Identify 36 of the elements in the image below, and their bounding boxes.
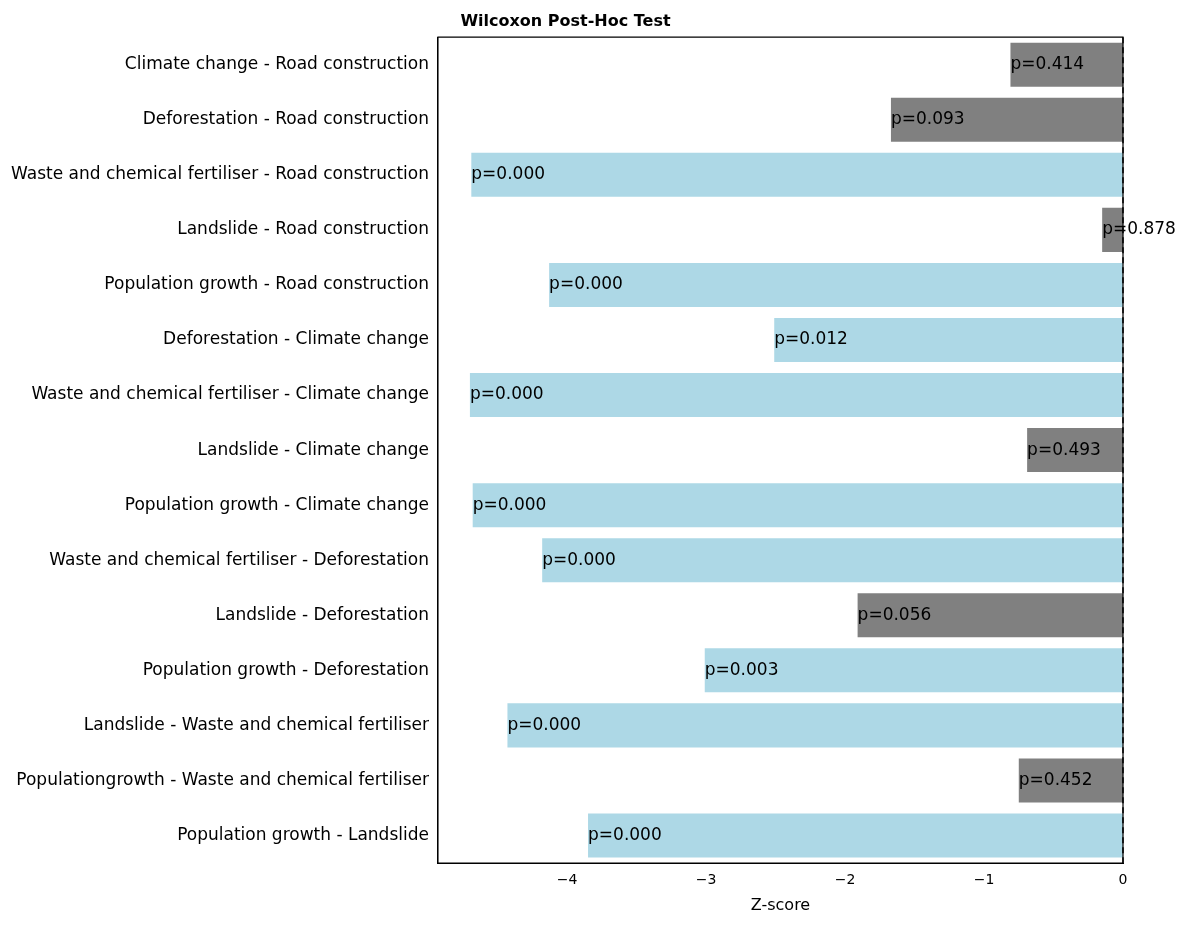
y-tick-label: Landslide - Climate change — [197, 438, 429, 459]
annotation: p=0.093 — [890, 108, 965, 129]
x-tick-label: −3 — [695, 871, 717, 888]
x-tick-label: 0 — [1118, 871, 1128, 888]
y-tick-label: Population growth - Deforestation — [142, 658, 429, 679]
y-tick-label: Population growth - Landslide — [177, 823, 429, 844]
y-tick-label: Deforestation - Climate change — [163, 328, 429, 349]
y-tick-label: Population growth - Road construction — [104, 273, 429, 294]
x-tick-label: −2 — [834, 871, 856, 888]
y-tick-label: Waste and chemical fertiliser - Deforestation — [49, 548, 429, 569]
annotation: p=0.000 — [588, 823, 662, 844]
y-tick-label: Climate change - Road construction — [124, 53, 429, 74]
annotation: p=0.012 — [774, 328, 848, 349]
y-tick-label: Populationgrowth - Waste and chemical fertiliser — [16, 768, 429, 789]
annotation: p=0.414 — [1010, 53, 1085, 74]
y-tick-label: Landslide - Deforestation — [215, 603, 429, 624]
annotation: p=0.000 — [507, 713, 582, 734]
annotation: p=0.493 — [1027, 438, 1101, 459]
y-tick-label: Waste and chemical fertiliser - Road construction — [10, 163, 429, 184]
annotation: p=0.000 — [469, 383, 544, 404]
x-axis-title: Z-score — [750, 894, 811, 914]
y-tick-label: Population growth - Climate change — [124, 493, 429, 514]
y-tick-label: Deforestation - Road construction — [142, 108, 429, 129]
annotation: p=0.000 — [472, 493, 547, 514]
annotation: p=0.056 — [857, 603, 932, 624]
x-tick-label: −4 — [556, 871, 578, 888]
y-tick-label: Waste and chemical fertiliser - Climate change — [31, 383, 429, 404]
annotation: p=0.000 — [542, 548, 616, 569]
annotation: p=0.452 — [1018, 768, 1093, 789]
x-tick-label: −1 — [973, 871, 995, 888]
annotation: p=0.000 — [471, 163, 546, 184]
annotation: p=0.003 — [704, 658, 779, 679]
chart-title: Wilcoxon Post-Hoc Test — [460, 10, 671, 30]
y-tick-label: Landslide - Road construction — [177, 218, 429, 239]
annotation: p=0.000 — [549, 273, 623, 294]
y-tick-label: Landslide - Waste and chemical fertiliser — [83, 713, 429, 734]
